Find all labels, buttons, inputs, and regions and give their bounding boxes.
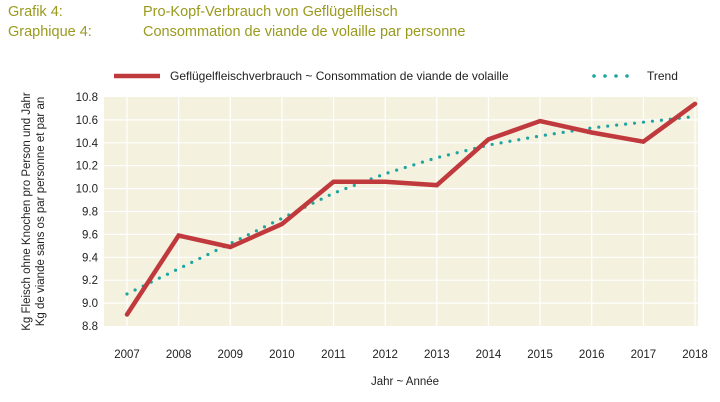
legend-swatch-trend-dot (592, 74, 596, 78)
x-tick-label: 2009 (217, 349, 243, 361)
series-main-line (124, 101, 698, 317)
figure-label-fr: Graphique 4: (8, 24, 92, 40)
y-tick-label: 8.8 (82, 321, 98, 333)
legend-label-main: Geflügelfleischverbrauch ~ Consommation … (170, 69, 509, 83)
x-tick-label: 2017 (631, 349, 657, 361)
chart-title-de: Grafik 4: Pro-Kopf-Verbrauch von Geflügel… (8, 4, 398, 20)
series-trend-line (125, 114, 697, 296)
x-axis-title: Jahr ~ Année (371, 376, 439, 388)
legend-swatch-trend-dot (625, 74, 629, 78)
figure-title-de: Pro-Kopf-Verbrauch von Geflügelfleisch (143, 4, 398, 20)
x-tick-label: 2014 (476, 349, 502, 361)
x-tick-label: 2007 (114, 349, 140, 361)
y-tick-label: 10.6 (76, 115, 98, 127)
y-tick-label: 9.8 (82, 207, 98, 219)
x-tick-label: 2011 (321, 349, 346, 361)
figure-label-de: Grafik 4: (8, 4, 63, 20)
legend-label-trend: Trend (647, 69, 678, 83)
y-tick-label: 9.6 (82, 229, 98, 241)
y-tick-label: 10.2 (76, 161, 98, 173)
y-tick-label: 9.2 (82, 275, 98, 287)
y-tick-label: 9.0 (82, 298, 98, 310)
x-tick-label: 2012 (372, 349, 398, 361)
y-tick-label: 9.4 (82, 252, 99, 264)
y-tick-label: 10.0 (76, 184, 98, 196)
x-tick-label: 2010 (269, 349, 295, 361)
y-axis-title-de: Kg Fleisch ohne Knochen pro Person und J… (21, 92, 33, 331)
x-tick-label: 2018 (682, 349, 708, 361)
figure-title-fr: Consommation de viande de volaille par p… (143, 24, 466, 40)
x-tick-label: 2008 (166, 349, 192, 361)
y-tick-label: 10.4 (76, 138, 99, 150)
y-axis-title-fr: Kg de viande sans os par personne et par… (35, 97, 47, 327)
legend-swatch-trend-dot (603, 74, 607, 78)
y-tick-label: 10.8 (76, 92, 98, 104)
legend-swatch-trend-dot (614, 74, 618, 78)
x-tick-label: 2013 (424, 349, 450, 361)
x-tick-label: 2015 (527, 349, 553, 361)
x-tick-label: 2016 (579, 349, 605, 361)
chart-title-fr: Graphique 4: Consommation de viande de vo… (8, 24, 465, 40)
